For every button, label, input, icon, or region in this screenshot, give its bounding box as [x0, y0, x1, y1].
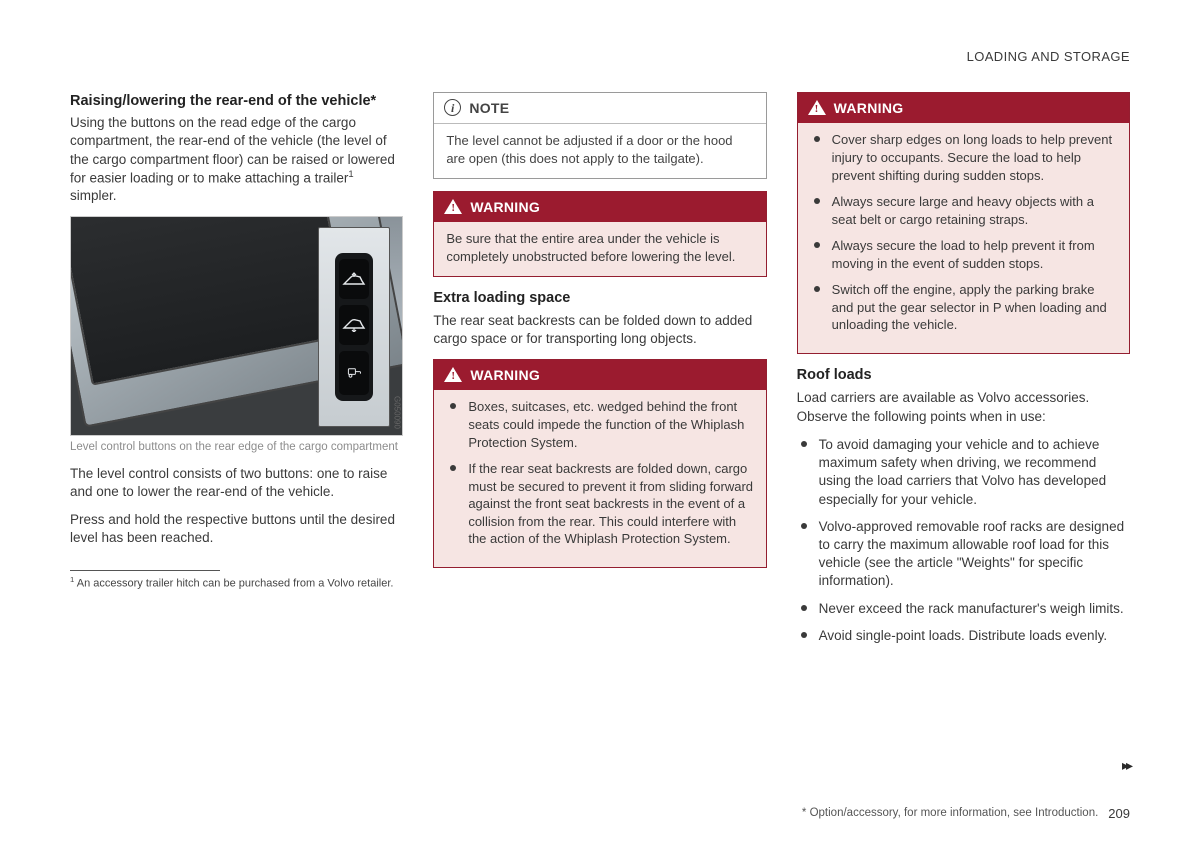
intro-text-a: Using the buttons on the read edge of th…: [70, 115, 395, 185]
cargo-buttons-figure: G050090: [70, 216, 403, 436]
roof-loads-item: Never exceed the rack manufacturer's wei…: [797, 600, 1130, 618]
warning-icon: [444, 367, 462, 382]
button-panel-inset: [318, 227, 390, 427]
warning-3-title: WARNING: [834, 99, 904, 118]
figure-caption: Level control buttons on the rear edge o…: [70, 440, 403, 455]
column-1: Raising/lowering the rear-end of the veh…: [70, 92, 403, 655]
warning-3-item: Cover sharp edges on long loads to help …: [810, 131, 1117, 184]
intro-paragraph: Using the buttons on the read edge of th…: [70, 114, 403, 206]
paragraph-two-buttons: The level control consists of two button…: [70, 465, 403, 501]
warning-1-title: WARNING: [470, 198, 540, 217]
warning-3-item: Always secure large and heavy objects wi…: [810, 193, 1117, 228]
column-3: WARNING Cover sharp edges on long loads …: [797, 92, 1130, 655]
content-columns: Raising/lowering the rear-end of the veh…: [70, 92, 1130, 655]
warning-box-3: WARNING Cover sharp edges on long loads …: [797, 92, 1130, 354]
roof-loads-intro: Load carriers are available as Volvo acc…: [797, 389, 1130, 425]
warning-2-item: If the rear seat backrests are folded do…: [446, 460, 753, 548]
warning-1-body: Be sure that the entire area under the v…: [434, 222, 765, 275]
footnote-rule: [70, 570, 220, 571]
figure-code: G050090: [391, 396, 402, 429]
extra-space-paragraph: The rear seat backrests can be folded do…: [433, 312, 766, 348]
note-body: The level cannot be adjusted if a door o…: [434, 124, 765, 177]
heading-text: Raising/lowering the rear-end of the veh…: [70, 93, 371, 109]
footnote-ref-1: 1: [348, 169, 353, 180]
warning-icon: [808, 100, 826, 115]
footnote-1: 1 An accessory trailer hitch can be purc…: [70, 575, 403, 592]
warning-1-header: WARNING: [434, 192, 765, 223]
heading-asterisk: *: [371, 93, 377, 109]
warning-2-title: WARNING: [470, 366, 540, 385]
warning-3-item: Switch off the engine, apply the parking…: [810, 281, 1117, 334]
page-footer: * Option/accessory, for more information…: [802, 805, 1130, 823]
intro-text-b: simpler.: [70, 188, 117, 203]
continued-indicator: ▸▸: [1122, 756, 1130, 775]
warning-icon: [444, 199, 462, 214]
footnote-text: An accessory trailer hitch can be purcha…: [74, 577, 393, 589]
warning-box-2: WARNING Boxes, suitcases, etc. wedged be…: [433, 359, 766, 568]
heading-extra-space: Extra loading space: [433, 289, 766, 309]
warning-2-header: WARNING: [434, 360, 765, 391]
roof-loads-item: Avoid single-point loads. Distribute loa…: [797, 627, 1130, 645]
warning-box-1: WARNING Be sure that the entire area und…: [433, 191, 766, 277]
note-header: i NOTE: [434, 93, 765, 125]
warning-2-body: Boxes, suitcases, etc. wedged behind the…: [434, 390, 765, 566]
warning-3-header: WARNING: [798, 93, 1129, 124]
info-icon: i: [444, 99, 461, 116]
roof-loads-item: Volvo-approved removable roof racks are …: [797, 518, 1130, 591]
warning-3-body: Cover sharp edges on long loads to help …: [798, 123, 1129, 352]
footer-note: * Option/accessory, for more information…: [802, 806, 1098, 822]
note-box: i NOTE The level cannot be adjusted if a…: [433, 92, 766, 179]
page-number: 209: [1108, 805, 1130, 823]
paragraph-press-hold: Press and hold the respective buttons un…: [70, 511, 403, 547]
lower-button-icon: [339, 305, 369, 345]
roof-loads-item: To avoid damaging your vehicle and to ac…: [797, 436, 1130, 509]
section-header: LOADING AND STORAGE: [70, 48, 1130, 66]
raise-button-icon: [339, 259, 369, 299]
column-2: i NOTE The level cannot be adjusted if a…: [433, 92, 766, 655]
warning-3-item: Always secure the load to help prevent i…: [810, 237, 1117, 272]
roof-loads-list: To avoid damaging your vehicle and to ac…: [797, 436, 1130, 645]
warning-2-item: Boxes, suitcases, etc. wedged behind the…: [446, 398, 753, 451]
warning-3-list: Cover sharp edges on long loads to help …: [810, 131, 1117, 333]
warning-2-list: Boxes, suitcases, etc. wedged behind the…: [446, 398, 753, 547]
heading-roof-loads: Roof loads: [797, 366, 1130, 386]
heading-raising-lowering: Raising/lowering the rear-end of the veh…: [70, 92, 403, 112]
note-title: NOTE: [469, 99, 509, 118]
trailer-button-icon: [339, 351, 369, 395]
